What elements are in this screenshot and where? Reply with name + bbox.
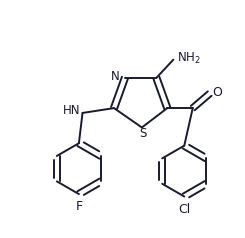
Text: S: S [139,127,146,139]
Text: N: N [111,70,120,83]
Text: O: O [213,86,222,99]
Text: Cl: Cl [178,203,190,216]
Text: NH$_2$: NH$_2$ [177,51,201,66]
Text: F: F [75,200,83,213]
Text: HN: HN [63,104,80,117]
